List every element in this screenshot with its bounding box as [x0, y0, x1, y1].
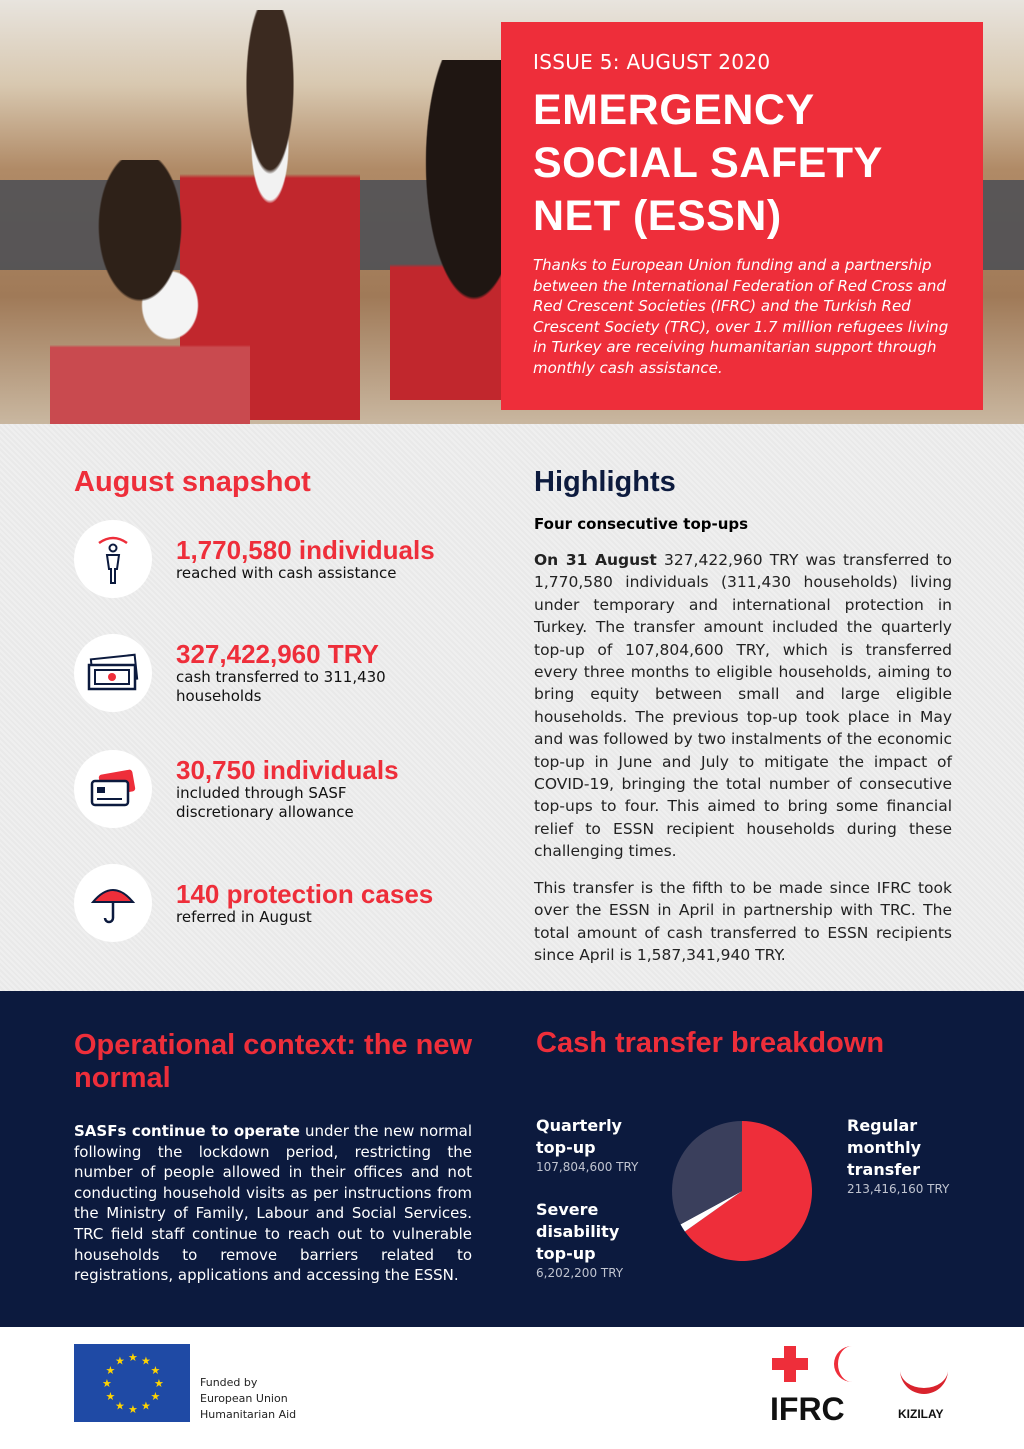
stat-desc: cash transferred to 311,430 households [176, 668, 386, 705]
eu-star-icon: ★ [102, 1377, 112, 1390]
paragraph-lead: On 31 August [534, 551, 657, 569]
pie-slice-2 [672, 1121, 742, 1225]
person-icon [74, 520, 152, 598]
pie-slice-0 [684, 1121, 812, 1261]
footer: ★ ★ ★ ★ ★ ★ ★ ★ ★ ★ ★ ★ Funded by European Union Hu… [0, 1327, 1024, 1449]
umbrella-icon [74, 864, 152, 942]
snapshot-title: August snapshot [74, 466, 311, 498]
paragraph-text: 327,422,960 TRY was transferred to 1,770… [534, 551, 953, 861]
title-line: SOCIAL SAFETY [533, 139, 883, 187]
paragraph-lead: SASFs continue to operate [74, 1122, 300, 1140]
snapshot-highlights-section: August snapshot 1,770,580 individuals re… [0, 424, 1024, 991]
chart-title: Cash transfer breakdown [536, 1027, 885, 1059]
eu-text-line: Humanitarian Aid [200, 1408, 297, 1421]
slice-label: Regular monthly transfer [847, 1116, 922, 1179]
hero-subtitle: Thanks to European Union funding and a p… [533, 256, 949, 377]
slice-label: Quarterly top-up [536, 1116, 622, 1157]
hero-title-box: ISSUE 5: AUGUST 2020 EMERGENCY SOCIAL SA… [501, 22, 983, 410]
cash-breakdown: Cash transfer breakdown Quarterly top-up… [536, 1027, 956, 1280]
stat-value: 140 protection cases [176, 878, 434, 909]
operational-title: Operational context: the new normal [74, 1029, 472, 1094]
title-line: EMERGENCY [533, 86, 815, 134]
stat-value: 30,750 individuals [176, 755, 399, 785]
cards-icon [74, 750, 152, 828]
eu-star-icon: ★ [151, 1390, 161, 1403]
legend-regular: Regular monthly transfer 213,416,160 TRY [847, 1115, 957, 1197]
eu-flag-logo: ★ ★ ★ ★ ★ ★ ★ ★ ★ ★ ★ ★ [74, 1344, 190, 1422]
kizilay-logo: KIZILAY [898, 1370, 948, 1421]
eu-star-icon: ★ [105, 1364, 115, 1377]
legend-severe: Severe disability top-up 6,202,200 TRY [536, 1199, 636, 1281]
slice-value: 107,804,600 TRY [536, 1160, 639, 1174]
context-section: Operational context: the new normal SASF… [0, 991, 1024, 1327]
pie-slice-1 [680, 1191, 742, 1232]
eu-star-icon: ★ [115, 1400, 125, 1413]
highlights-paragraph: This transfer is the fifth to be made si… [534, 878, 952, 964]
title-line: NET (ESSN) [533, 192, 782, 240]
operational-text: SASFs continue to operate under the new … [74, 1121, 472, 1286]
eu-funding-text: Funded by European Union Humanitarian Ai… [200, 1375, 296, 1423]
paragraph-text: under the new normal following the lockd… [74, 1122, 472, 1285]
highlights-paragraph: On 31 August 327,422,960 TRY was transfe… [534, 549, 952, 863]
stat-item: 327,422,960 TRY cash transferred to 311,… [74, 634, 416, 712]
eu-star-icon: ★ [105, 1390, 115, 1403]
highlights-subtitle: Four consecutive top-ups [534, 515, 749, 533]
stat-item: 30,750 individuals included through SASF… [74, 750, 399, 828]
eu-star-icon: ★ [128, 1351, 138, 1364]
eu-text-line: European Union [200, 1392, 288, 1405]
operational-context: Operational context: the new normal SASF… [74, 1029, 472, 1286]
eu-star-icon: ★ [151, 1364, 161, 1377]
august-snapshot: August snapshot 1,770,580 individuals re… [74, 466, 484, 942]
legend-quarterly: Quarterly top-up 107,804,600 TRY [536, 1115, 646, 1175]
stat-value: 327,422,960 TRY [176, 639, 379, 669]
eu-star-icon: ★ [154, 1377, 164, 1390]
page-title: EMERGENCY SOCIAL SAFETY NET (ESSN) [533, 84, 951, 243]
slice-value: 6,202,200 TRY [536, 1266, 624, 1280]
eu-star-icon: ★ [141, 1354, 151, 1367]
highlights: Highlights Four consecutive top-ups On 3… [534, 466, 952, 980]
eu-star-icon: ★ [141, 1400, 151, 1413]
eu-text-line: Funded by [200, 1376, 258, 1389]
stat-item: 1,770,580 individuals reached with cash … [74, 520, 435, 598]
highlights-title: Highlights [534, 466, 676, 498]
svg-text:KIZILAY: KIZILAY [898, 1407, 944, 1421]
stat-desc: referred in August [176, 907, 312, 926]
ifrc-logo: IFRC [770, 1346, 852, 1424]
slice-label: Severe disability top-up [536, 1200, 620, 1263]
svg-text:IFRC: IFRC [770, 1391, 845, 1424]
stat-desc: reached with cash assistance [176, 563, 397, 582]
stat-value: 1,770,580 individuals [176, 534, 435, 565]
stat-item: 140 protection cases referred in August [74, 864, 433, 942]
issue-label: ISSUE 5: AUGUST 2020 [533, 50, 771, 74]
eu-star-icon: ★ [128, 1403, 138, 1416]
stat-desc: included through SASF discretionary allo… [176, 784, 354, 821]
slice-value: 213,416,160 TRY [847, 1182, 950, 1196]
banknote-icon [74, 634, 152, 712]
eu-star-icon: ★ [115, 1354, 125, 1367]
pie-chart [672, 1121, 812, 1261]
